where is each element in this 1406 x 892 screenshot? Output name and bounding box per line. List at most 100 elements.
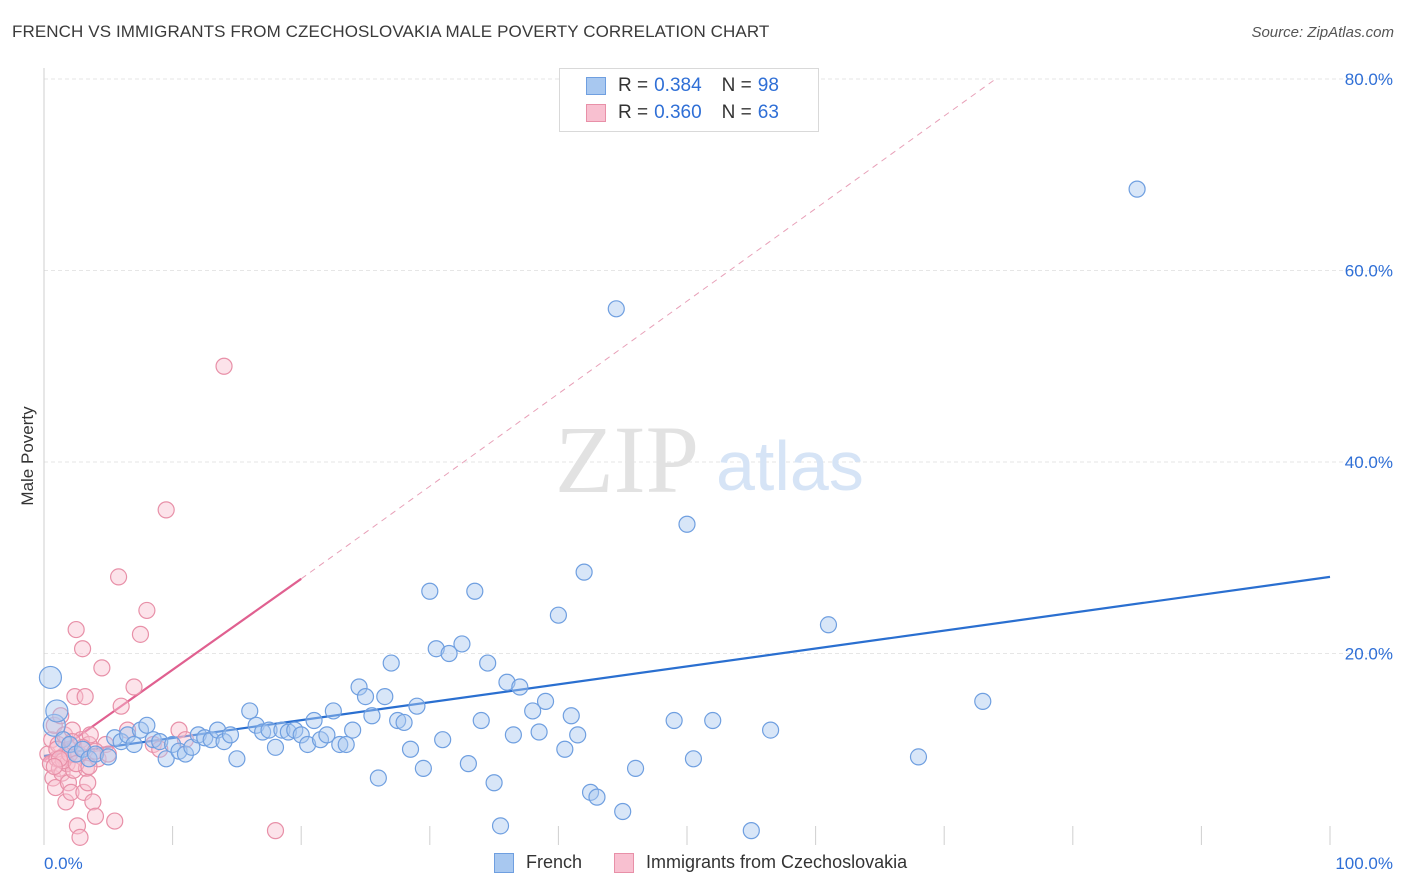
point-czech: [157, 501, 175, 519]
r-value-czech: 0.360: [654, 102, 702, 123]
point-czech: [62, 783, 80, 801]
point-french: [118, 726, 137, 744]
point-french: [363, 707, 381, 725]
point-french: [344, 721, 362, 739]
point-french: [202, 731, 220, 749]
point-french: [1128, 180, 1146, 198]
point-french: [38, 665, 63, 690]
point-french: [369, 769, 387, 787]
point-french: [389, 711, 407, 730]
y-axis-title: Male Poverty: [18, 406, 37, 506]
point-czech: [170, 721, 188, 739]
point-french: [73, 740, 92, 758]
point-french: [221, 726, 240, 744]
point-french: [292, 726, 310, 744]
point-french: [151, 732, 169, 751]
point-french: [453, 635, 471, 653]
point-french: [684, 750, 703, 768]
n-value-czech: 63: [757, 102, 779, 123]
source-label: Source: ZipAtlas.com: [1251, 24, 1394, 41]
y-tick-label: 20.0%: [1345, 645, 1393, 664]
point-french: [742, 822, 760, 840]
point-french: [273, 721, 291, 739]
point-french: [112, 732, 130, 751]
point-french: [530, 723, 548, 741]
point-czech: [67, 755, 85, 773]
legend-item-czech[interactable]: Immigrants from Czechoslovakia: [614, 852, 907, 873]
point-french: [459, 755, 477, 773]
point-czech: [93, 659, 111, 677]
point-french: [176, 745, 195, 763]
tick-labels: 20.0% 40.0% 60.0% 80.0% 0.0% 100.0%: [44, 70, 1393, 873]
point-french: [434, 731, 452, 749]
point-french: [556, 740, 574, 758]
legend-swatch-french: [586, 77, 606, 95]
point-french: [761, 721, 780, 739]
point-french: [974, 692, 992, 710]
point-czech: [71, 828, 89, 846]
point-czech: [73, 640, 92, 658]
point-french: [421, 582, 439, 600]
point-french: [562, 707, 580, 725]
point-czech: [84, 793, 102, 811]
point-french: [144, 731, 162, 749]
legend-item-french[interactable]: French: [494, 852, 582, 873]
point-french: [626, 759, 645, 778]
point-french: [99, 748, 117, 766]
stats-legend: R = 0.384 N = 98 R = 0.360 N = 63: [559, 68, 819, 132]
point-french: [472, 711, 490, 730]
point-french: [504, 726, 522, 744]
legend-row-czech: R = 0.360 N = 63: [586, 100, 779, 126]
point-french: [588, 788, 606, 806]
r-label: R =: [618, 102, 649, 123]
point-french: [678, 515, 696, 533]
point-french: [614, 802, 632, 821]
point-french: [491, 817, 510, 835]
point-french: [305, 711, 323, 730]
point-czech: [125, 678, 143, 696]
legend-label-french: French: [526, 852, 583, 872]
point-czech: [86, 807, 105, 825]
point-french: [157, 750, 175, 768]
point-french: [42, 713, 66, 737]
point-french: [215, 732, 233, 751]
point-french: [665, 711, 683, 730]
point-french: [356, 687, 375, 706]
point-french: [382, 654, 400, 672]
point-french: [408, 697, 426, 715]
n-label: N =: [721, 75, 752, 96]
point-czech: [112, 697, 130, 715]
point-czech: [106, 812, 124, 830]
point-czech: [79, 774, 97, 792]
point-czech: [67, 620, 85, 639]
trend-line-czech: [43, 577, 302, 762]
point-french: [138, 716, 156, 734]
point-french: [266, 738, 285, 756]
point-french: [427, 640, 445, 658]
series-legend: French Immigrants from Czechoslovakia: [494, 852, 939, 873]
point-french: [324, 702, 342, 720]
point-french: [337, 735, 355, 754]
legend-label-czech: Immigrants from Czechoslovakia: [646, 852, 908, 872]
point-french: [704, 711, 722, 730]
trend-lines: [43, 78, 1331, 762]
point-french: [260, 721, 278, 739]
point-french: [125, 735, 143, 754]
point-french: [498, 673, 516, 691]
point-czech: [77, 759, 96, 778]
grid-lines: [44, 78, 1392, 654]
watermark-atlas: atlas: [716, 427, 864, 505]
point-french: [331, 735, 349, 754]
point-french: [376, 687, 394, 706]
point-french: [164, 735, 182, 754]
point-french: [607, 300, 625, 318]
point-french: [536, 692, 555, 710]
point-french: [524, 702, 542, 720]
point-french: [401, 740, 420, 758]
point-french: [414, 759, 432, 778]
point-french: [299, 735, 317, 754]
n-value-french: 98: [757, 75, 779, 96]
chart-title: FRENCH VS IMMIGRANTS FROM CZECHOSLOVAKIA…: [12, 22, 770, 41]
legend-row-french: R = 0.384 N = 98: [586, 73, 779, 99]
